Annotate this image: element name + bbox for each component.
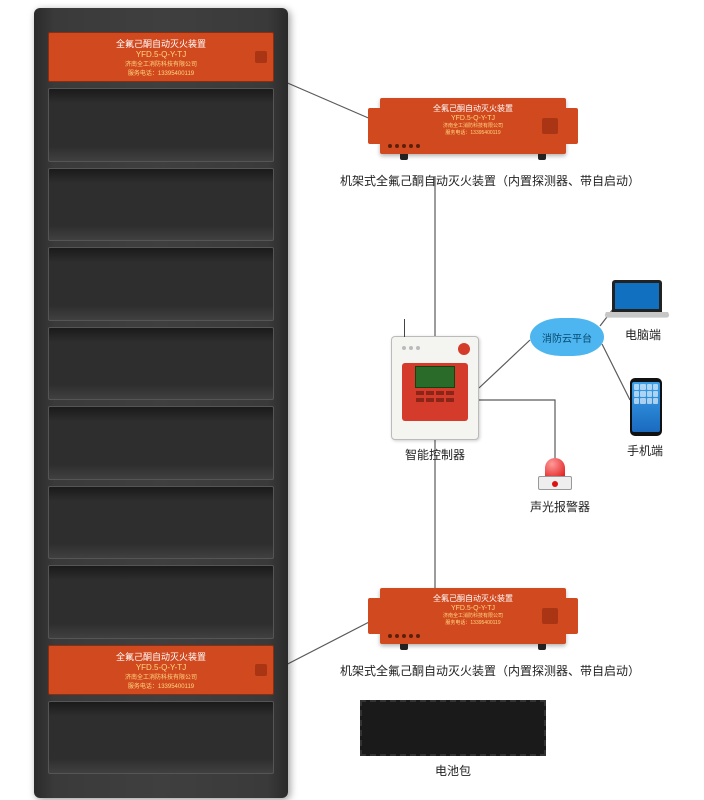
laptop-caption: 电脑端 <box>618 326 668 343</box>
battery-caption: 电池包 <box>360 762 546 779</box>
phone-icon <box>630 378 662 436</box>
unit-sub1: 济南全工消防科技有限公司 <box>125 672 197 681</box>
laptop-icon <box>612 280 668 318</box>
controller-caption: 智能控制器 <box>391 446 479 463</box>
cloud-label: 消防云平台 <box>542 330 592 345</box>
unit-button-icon <box>255 51 267 63</box>
unit-title: 全氟己酮自动灭火装置 <box>116 37 206 50</box>
rack-slot <box>48 88 274 162</box>
led-row-icon <box>388 144 420 148</box>
controller-panel <box>402 363 468 421</box>
device-sub2: 服务电话：13395400119 <box>380 620 566 627</box>
rack-slot <box>48 701 274 775</box>
controller-logo-icon <box>458 343 470 355</box>
rack-slot <box>48 327 274 401</box>
device-button-icon <box>542 118 558 134</box>
smart-controller <box>391 336 479 440</box>
rack-ear-icon <box>566 598 578 634</box>
controller-leds-icon <box>402 346 420 350</box>
unit-model: YFD.5-Q-Y-TJ <box>136 663 186 672</box>
phone-screen-icon <box>632 382 660 432</box>
unit-sub2: 服务电话：13395400119 <box>128 68 194 77</box>
unit-title: 全氟己酮自动灭火装置 <box>116 650 206 663</box>
led-row-icon <box>388 634 420 638</box>
controller-screen-icon <box>415 366 455 388</box>
unit-sub2: 服务电话：13395400119 <box>128 681 194 690</box>
laptop-base-icon <box>603 312 670 318</box>
rack-ear-icon <box>368 598 380 634</box>
rack-ear-icon <box>368 108 380 144</box>
alarm-caption: 声光报警器 <box>520 498 600 515</box>
rack-slot <box>48 406 274 480</box>
device-button-icon <box>542 608 558 624</box>
device-label: 全氟己酮自动灭火装置 YFD.5-Q-Y-TJ 济南全工消防科技有限公司 服务电… <box>380 104 566 136</box>
battery-pack <box>360 700 546 756</box>
rack-slot <box>48 486 274 560</box>
unit-button-icon <box>255 664 267 676</box>
unit-sub1: 济南全工消防科技有限公司 <box>125 59 197 68</box>
laptop-screen-icon <box>612 280 662 312</box>
rack-slot <box>48 247 274 321</box>
rack-device-top-caption: 机架式全氟己酮自动灭火装置（内置探测器、带自启动） <box>330 172 650 189</box>
fire-cloud-platform: 消防云平台 <box>530 318 604 356</box>
device-feet-icon <box>400 644 546 650</box>
alarm-dome-icon <box>545 458 565 478</box>
device-label: 全氟己酮自动灭火装置 YFD.5-Q-Y-TJ 济南全工消防科技有限公司 服务电… <box>380 594 566 626</box>
rack-slot <box>48 565 274 639</box>
controller-btn-row <box>416 391 454 395</box>
device-title: 全氟己酮自动灭火装置 <box>380 104 566 114</box>
server-cabinet: 全氟己酮自动灭火装置 YFD.5-Q-Y-TJ 济南全工消防科技有限公司 服务电… <box>34 8 288 798</box>
device-feet-icon <box>400 154 546 160</box>
cabinet-fire-unit-bottom: 全氟己酮自动灭火装置 YFD.5-Q-Y-TJ 济南全工消防科技有限公司 服务电… <box>48 645 274 695</box>
alarm-base-icon <box>538 476 572 490</box>
sound-light-alarm-icon <box>538 458 572 490</box>
rack-slot <box>48 168 274 242</box>
rack-fire-device-bottom: 全氟己酮自动灭火装置 YFD.5-Q-Y-TJ 济南全工消防科技有限公司 服务电… <box>380 588 566 644</box>
rack-device-bottom-caption: 机架式全氟己酮自动灭火装置（内置探测器、带自启动） <box>330 662 650 679</box>
cabinet-inner: 全氟己酮自动灭火装置 YFD.5-Q-Y-TJ 济南全工消防科技有限公司 服务电… <box>48 32 274 774</box>
device-sub2: 服务电话：13395400119 <box>380 130 566 137</box>
phone-caption: 手机端 <box>620 442 670 459</box>
rack-ear-icon <box>566 108 578 144</box>
cabinet-fire-unit-top: 全氟己酮自动灭火装置 YFD.5-Q-Y-TJ 济南全工消防科技有限公司 服务电… <box>48 32 274 82</box>
device-title: 全氟己酮自动灭火装置 <box>380 594 566 604</box>
controller-btn-row <box>416 398 454 402</box>
rack-fire-device-top: 全氟己酮自动灭火装置 YFD.5-Q-Y-TJ 济南全工消防科技有限公司 服务电… <box>380 98 566 154</box>
unit-model: YFD.5-Q-Y-TJ <box>136 50 186 59</box>
